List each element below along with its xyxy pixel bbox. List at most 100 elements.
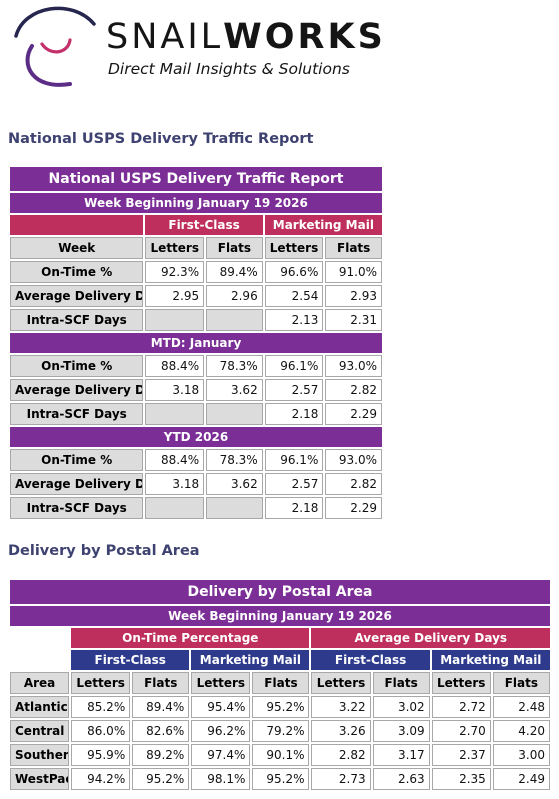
row-label-avg-days: Average Delivery Days bbox=[10, 473, 144, 495]
data-cell: 91.0% bbox=[325, 261, 382, 283]
subgroup-header-first-class: First-Class bbox=[311, 650, 430, 670]
data-cell: 2.13 bbox=[264, 309, 324, 331]
table-row: Intra-SCF Days 2.18 2.29 bbox=[10, 403, 382, 425]
section-heading-national: National USPS Delivery Traffic Report bbox=[8, 131, 314, 147]
row-label-on-time: On-Time % bbox=[10, 261, 144, 283]
data-cell: 85.2% bbox=[71, 696, 131, 718]
data-cell: 2.48 bbox=[492, 696, 550, 718]
area-label: WestPac bbox=[10, 768, 70, 790]
data-cell: 4.20 bbox=[492, 720, 550, 742]
data-cell: 2.82 bbox=[325, 473, 382, 495]
data-cell: 3.22 bbox=[311, 696, 371, 718]
data-cell: 2.82 bbox=[311, 744, 371, 766]
data-cell: 2.95 bbox=[145, 285, 205, 307]
row-label-intra-scf: Intra-SCF Days bbox=[10, 309, 144, 331]
data-cell: 2.18 bbox=[264, 497, 324, 519]
group-header-first-class: First-Class bbox=[145, 215, 263, 235]
data-cell: 2.57 bbox=[264, 473, 324, 495]
subgroup-header-first-class: First-Class bbox=[71, 650, 190, 670]
postal-area-table: Delivery by Postal Area Week Beginning J… bbox=[8, 578, 552, 792]
table-row: On-Time % 88.4% 78.3% 96.1% 93.0% bbox=[10, 449, 382, 471]
logo-wordmark-bold: WORKS bbox=[223, 17, 386, 57]
column-header-letters: Letters bbox=[431, 672, 491, 694]
data-cell: 3.00 bbox=[492, 744, 550, 766]
group-header-marketing-mail: Marketing Mail bbox=[264, 215, 382, 235]
period-header-mtd: MTD: January bbox=[10, 333, 382, 353]
row-label-avg-days: Average Delivery Days bbox=[10, 285, 144, 307]
subgroup-header-marketing-mail: Marketing Mail bbox=[191, 650, 310, 670]
corner-cell bbox=[10, 628, 70, 648]
empty-cell bbox=[145, 309, 205, 331]
data-cell: 93.0% bbox=[325, 355, 382, 377]
data-cell: 2.49 bbox=[492, 768, 550, 790]
area-label: Central bbox=[10, 720, 70, 742]
group-header-on-time: On-Time Percentage bbox=[71, 628, 310, 648]
column-header-flats: Flats bbox=[206, 237, 263, 259]
data-cell: 86.0% bbox=[71, 720, 131, 742]
table-row: On-Time % 92.3% 89.4% 96.6% 91.0% bbox=[10, 261, 382, 283]
week-banner: Week Beginning January 19 2026 bbox=[10, 193, 382, 213]
table-row: Southern 95.9% 89.2% 97.4% 90.1% 2.82 3.… bbox=[10, 744, 550, 766]
table-row: Average Delivery Days 3.18 3.62 2.57 2.8… bbox=[10, 473, 382, 495]
data-cell: 79.2% bbox=[252, 720, 310, 742]
empty-cell bbox=[145, 403, 205, 425]
area-label: Southern bbox=[10, 744, 70, 766]
data-cell: 96.1% bbox=[264, 355, 324, 377]
data-cell: 3.18 bbox=[145, 379, 205, 401]
table-row: Average Delivery Days 2.95 2.96 2.54 2.9… bbox=[10, 285, 382, 307]
row-label-intra-scf: Intra-SCF Days bbox=[10, 497, 144, 519]
data-cell: 88.4% bbox=[145, 355, 205, 377]
data-cell: 95.4% bbox=[191, 696, 251, 718]
data-cell: 3.62 bbox=[206, 473, 263, 495]
data-cell: 2.57 bbox=[264, 379, 324, 401]
column-header-area: Area bbox=[10, 672, 70, 694]
data-cell: 88.4% bbox=[145, 449, 205, 471]
week-banner: Week Beginning January 19 2026 bbox=[10, 606, 550, 626]
data-cell: 93.0% bbox=[325, 449, 382, 471]
column-header-flats: Flats bbox=[132, 672, 190, 694]
column-header-letters: Letters bbox=[145, 237, 205, 259]
data-cell: 2.54 bbox=[264, 285, 324, 307]
logo-tagline: Direct Mail Insights & Solutions bbox=[108, 60, 350, 78]
table-row: Atlantic 85.2% 89.4% 95.4% 95.2% 3.22 3.… bbox=[10, 696, 550, 718]
data-cell: 2.29 bbox=[325, 497, 382, 519]
data-cell: 3.26 bbox=[311, 720, 371, 742]
data-cell: 3.62 bbox=[206, 379, 263, 401]
data-cell: 2.63 bbox=[372, 768, 430, 790]
data-cell: 96.1% bbox=[264, 449, 324, 471]
data-cell: 82.6% bbox=[132, 720, 190, 742]
data-cell: 2.70 bbox=[431, 720, 491, 742]
section-heading-postal-area: Delivery by Postal Area bbox=[8, 543, 200, 559]
subgroup-header-marketing-mail: Marketing Mail bbox=[431, 650, 550, 670]
data-cell: 90.1% bbox=[252, 744, 310, 766]
data-cell: 3.18 bbox=[145, 473, 205, 495]
data-cell: 2.18 bbox=[264, 403, 324, 425]
table-row: Average Delivery Days 3.18 3.62 2.57 2.8… bbox=[10, 379, 382, 401]
national-report-table: National USPS Delivery Traffic Report We… bbox=[8, 165, 384, 521]
column-header-flats: Flats bbox=[252, 672, 310, 694]
column-header-letters: Letters bbox=[264, 237, 324, 259]
table-row: WestPac 94.2% 95.2% 98.1% 95.2% 2.73 2.6… bbox=[10, 768, 550, 790]
data-cell: 2.96 bbox=[206, 285, 263, 307]
row-label-intra-scf: Intra-SCF Days bbox=[10, 403, 144, 425]
table-title: National USPS Delivery Traffic Report bbox=[10, 167, 382, 191]
data-cell: 95.2% bbox=[252, 696, 310, 718]
table-row: Central 86.0% 82.6% 96.2% 79.2% 3.26 3.0… bbox=[10, 720, 550, 742]
snailworks-logo[interactable]: SNAILWORKS Direct Mail Insights & Soluti… bbox=[8, 0, 408, 96]
data-cell: 97.4% bbox=[191, 744, 251, 766]
data-cell: 2.72 bbox=[431, 696, 491, 718]
column-header-flats: Flats bbox=[372, 672, 430, 694]
data-cell: 3.02 bbox=[372, 696, 430, 718]
column-header-week: Week bbox=[10, 237, 144, 259]
data-cell: 95.9% bbox=[71, 744, 131, 766]
empty-cell bbox=[206, 403, 263, 425]
data-cell: 95.2% bbox=[132, 768, 190, 790]
data-cell: 92.3% bbox=[145, 261, 205, 283]
data-cell: 94.2% bbox=[71, 768, 131, 790]
table-row: Intra-SCF Days 2.13 2.31 bbox=[10, 309, 382, 331]
corner-cell bbox=[10, 215, 144, 235]
data-cell: 95.2% bbox=[252, 768, 310, 790]
row-label-on-time: On-Time % bbox=[10, 449, 144, 471]
data-cell: 2.31 bbox=[325, 309, 382, 331]
data-cell: 96.2% bbox=[191, 720, 251, 742]
